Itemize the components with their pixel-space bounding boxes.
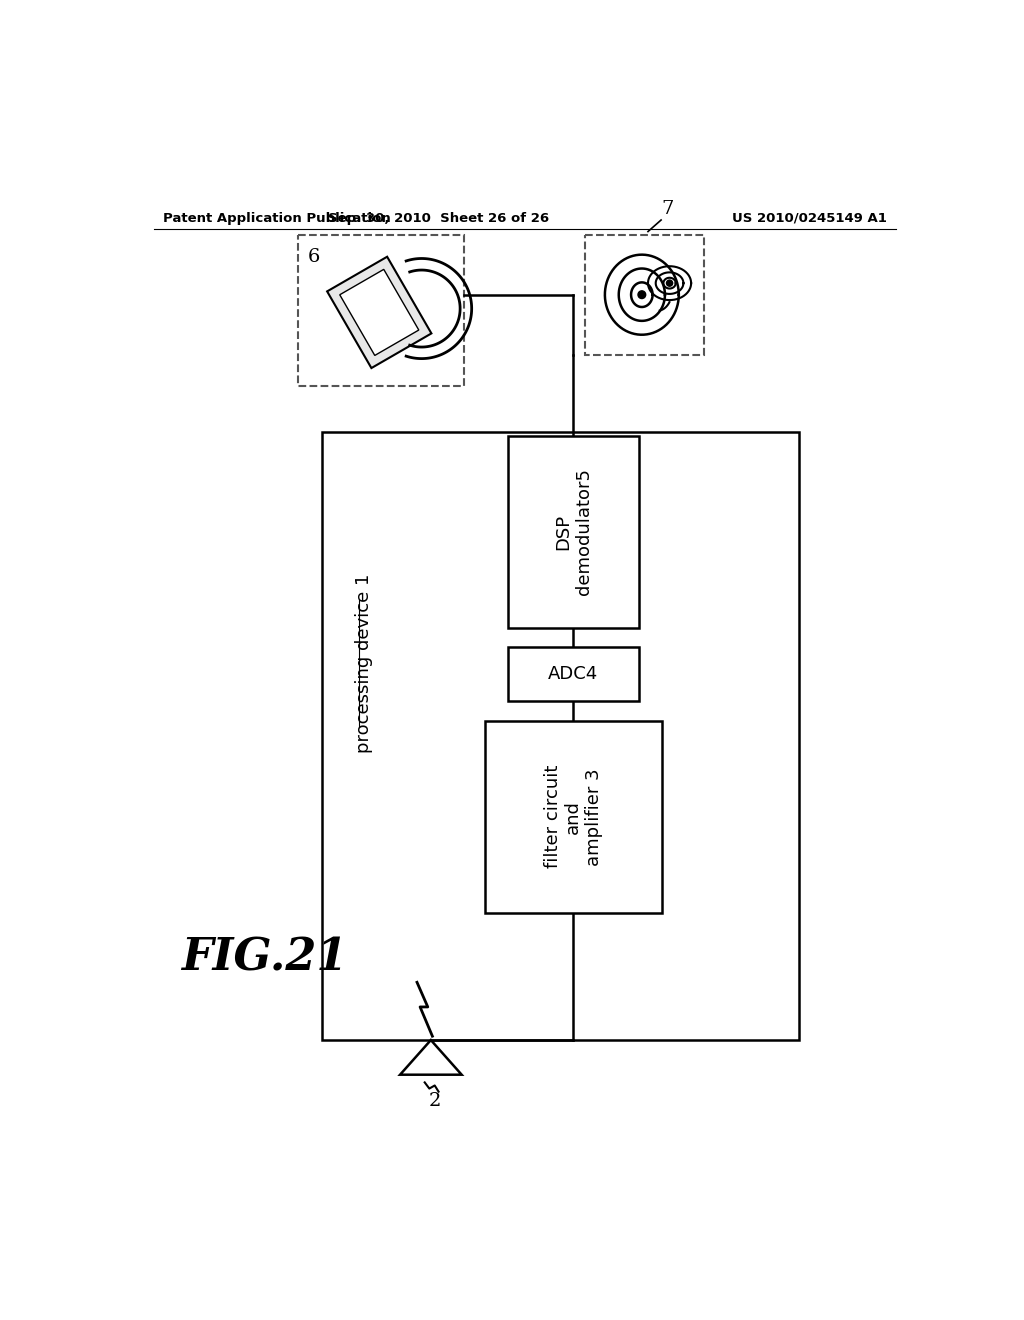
- Polygon shape: [400, 1040, 462, 1074]
- Text: 6: 6: [307, 248, 321, 265]
- Text: ADC4: ADC4: [548, 665, 598, 684]
- Text: filter circuit
and
amplifier 3: filter circuit and amplifier 3: [544, 766, 603, 869]
- Text: Sep. 30, 2010  Sheet 26 of 26: Sep. 30, 2010 Sheet 26 of 26: [328, 213, 549, 224]
- Bar: [508, 647, 639, 701]
- Circle shape: [667, 280, 673, 286]
- Polygon shape: [340, 269, 419, 355]
- Bar: [298, 235, 464, 385]
- Bar: [322, 432, 799, 1040]
- Text: 2: 2: [428, 1092, 441, 1110]
- Bar: [484, 721, 662, 913]
- Text: processing device 1: processing device 1: [355, 573, 373, 752]
- Text: US 2010/0245149 A1: US 2010/0245149 A1: [732, 213, 887, 224]
- Text: 7: 7: [662, 201, 674, 218]
- Circle shape: [638, 290, 646, 298]
- Polygon shape: [327, 256, 431, 368]
- Text: FIG.21: FIG.21: [180, 936, 347, 979]
- Bar: [585, 235, 705, 355]
- Text: DSP
demodulator5: DSP demodulator5: [554, 469, 593, 595]
- Text: Patent Application Publication: Patent Application Publication: [163, 213, 390, 224]
- Bar: [508, 436, 639, 628]
